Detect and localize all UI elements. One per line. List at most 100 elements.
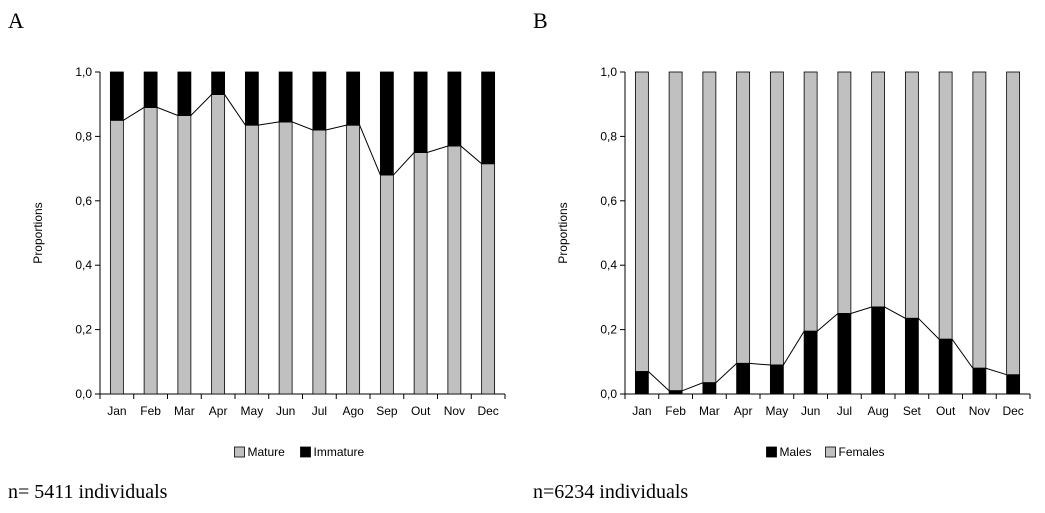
x-tick-label: Jun: [276, 404, 295, 418]
y-axis-label: Proportions: [556, 202, 570, 263]
bar-segment-immature: [109, 71, 124, 121]
x-tick-label: Set: [903, 404, 922, 418]
x-tick-label: Ago: [342, 404, 364, 418]
y-tick-label: 0,8: [600, 129, 617, 143]
bar-segment-mature: [379, 174, 394, 395]
chart-panel-a: A 0,0 0,2 0,4 0,6 0,8 1,0 Jan Feb Mar Apr May Jun Ju…: [0, 0, 520, 513]
y-tick-label: 0,4: [600, 258, 617, 272]
legend-swatch: [234, 446, 245, 458]
bar-segment-males: [736, 363, 751, 395]
x-tick-label: Dec: [477, 404, 498, 418]
bar-segment-females: [837, 71, 852, 314]
x-tick-label: Jan: [632, 404, 651, 418]
bar-segment-immature: [211, 71, 226, 95]
y-tick-label: 0,2: [75, 323, 92, 337]
bar-segment-males: [972, 367, 987, 395]
bar-segment-males: [769, 364, 784, 395]
bar-segment-females: [938, 71, 953, 340]
bar-segment-females: [769, 71, 784, 366]
bar-segment-males: [871, 306, 886, 395]
bar-segment-females: [871, 71, 886, 308]
y-tick-label: 0,4: [75, 258, 92, 272]
x-tick-label: Out: [411, 404, 431, 418]
y-tick-label: 0,2: [600, 323, 617, 337]
x-tick-label: Aug: [867, 404, 888, 418]
bar-segment-females: [736, 71, 751, 364]
bar-segment-immature: [278, 71, 293, 123]
x-tick-label: May: [241, 404, 264, 418]
bar-segment-immature: [177, 71, 192, 116]
bar-segment-immature: [143, 71, 158, 108]
x-tick-label: Apr: [734, 404, 753, 418]
bar-segment-females: [803, 71, 818, 332]
sample-size-label: n= 5411 individuals: [8, 481, 168, 503]
bar-segment-immature: [346, 71, 361, 126]
bar-segment-males: [1006, 374, 1021, 395]
bar-segment-immature: [312, 71, 327, 131]
bar-segment-females: [634, 71, 649, 372]
y-tick-label: 0,6: [75, 194, 92, 208]
y-tick-label: 1,0: [75, 65, 92, 79]
y-axis-label: Proportions: [31, 202, 45, 263]
bar-segment-mature: [177, 115, 192, 395]
stacked-bar-chart: 0,0 0,2 0,4 0,6 0,8 1,0 Jan Feb Mar Apr May Jun Jul A…: [31, 65, 506, 459]
panel-letter: A: [8, 8, 24, 33]
bar-segment-males: [634, 371, 649, 395]
boundary-line: [123, 94, 482, 176]
x-tick-label: Feb: [140, 404, 161, 418]
x-tick-label: Jul: [837, 404, 852, 418]
legend-label: Mature: [248, 445, 286, 459]
x-tick-label: Jun: [801, 404, 820, 418]
y-tick-label: 0,6: [600, 194, 617, 208]
y-tick-label: 0,0: [75, 387, 92, 401]
bar-segment-mature: [346, 124, 361, 395]
x-tick-label: Apr: [209, 404, 228, 418]
bar-segment-immature: [244, 71, 259, 126]
bar-segment-females: [1006, 71, 1021, 376]
x-tick-label: Jul: [312, 404, 327, 418]
x-tick-label: Nov: [969, 404, 990, 418]
x-tick-label: Nov: [444, 404, 465, 418]
legend-swatch: [825, 446, 836, 458]
y-tick-label: 1,0: [600, 65, 617, 79]
stacked-bar-chart: 0,0 0,2 0,4 0,6 0,8 1,0 Jan Feb Mar Apr May Jun Jul A…: [556, 65, 1031, 459]
bar-segment-mature: [312, 129, 327, 395]
chart-panel-b: B 0,0 0,2 0,4 0,6 0,8 1,0 Jan Feb Mar Apr May Jun Ju…: [525, 0, 1045, 513]
bar-segment-immature: [379, 71, 394, 176]
bar-segment-mature: [109, 119, 124, 395]
legend-swatch: [766, 446, 777, 458]
bar-segment-mature: [413, 152, 428, 395]
x-tick-label: May: [766, 404, 789, 418]
bar-segment-males: [904, 317, 919, 395]
bar-segment-females: [668, 71, 683, 392]
x-tick-label: Sep: [376, 404, 398, 418]
bar-segment-mature: [447, 145, 462, 395]
bar-segment-females: [702, 71, 717, 384]
legend-label: Immature: [314, 445, 365, 459]
legend-swatch: [300, 446, 311, 458]
x-tick-label: Out: [936, 404, 956, 418]
x-tick-label: Mar: [174, 404, 195, 418]
bar-segment-males: [837, 313, 852, 395]
bar-segment-mature: [211, 94, 226, 395]
bar-segment-immature: [413, 71, 428, 153]
x-tick-label: Dec: [1002, 404, 1023, 418]
boundary-line: [648, 306, 1007, 392]
bar-segment-females: [904, 71, 919, 319]
bar-segment-mature: [278, 121, 293, 395]
legend-label: Females: [839, 445, 885, 459]
x-tick-label: Feb: [665, 404, 686, 418]
bar-segment-males: [803, 330, 818, 395]
y-tick-label: 0,8: [75, 129, 92, 143]
bar-segment-mature: [481, 163, 496, 395]
bar-segment-immature: [447, 71, 462, 147]
bar-segment-mature: [244, 124, 259, 395]
y-tick-label: 0,0: [600, 387, 617, 401]
legend-label: Males: [780, 445, 812, 459]
bar-segment-males: [938, 338, 953, 395]
bar-segment-males: [702, 382, 717, 395]
bar-segment-females: [972, 71, 987, 369]
sample-size-label: n=6234 individuals: [533, 481, 689, 503]
x-tick-label: Jan: [107, 404, 126, 418]
bar-segment-immature: [481, 71, 496, 165]
